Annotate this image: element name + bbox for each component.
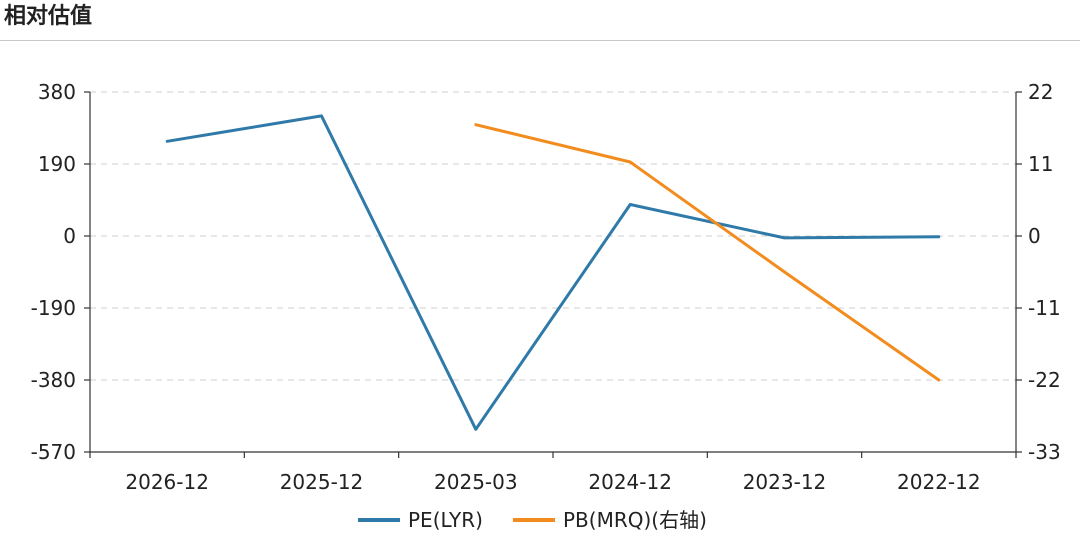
series-line (165, 114, 941, 431)
left-axis-ticks: 380 190 0 -190 -380 -570 (31, 80, 90, 464)
right-tick-label: -22 (1028, 368, 1061, 392)
left-tick-label: -190 (31, 296, 76, 320)
left-tick-label: -570 (31, 440, 76, 464)
right-axis-ticks: 22 11 0 -11 -22 -33 (1016, 80, 1061, 464)
header-bar: 相对估值 (0, 0, 1080, 41)
x-axis-ticks: 2026-12 2025-12 2025-03 2024-12 2023-12 2022-… (89, 452, 1017, 494)
right-tick-label: -33 (1028, 440, 1061, 464)
chart-title: 相对估值 (4, 4, 93, 29)
x-tick-label: 2025-12 (280, 470, 364, 494)
x-tick-label: 2024-12 (588, 470, 672, 494)
legend: PE(LYR) PB(MRQ)(右轴) (358, 508, 707, 532)
left-tick-label: 0 (63, 224, 76, 248)
legend-label: PE(LYR) (408, 508, 483, 532)
x-tick-label: 2026-12 (125, 470, 209, 494)
left-tick-label: 380 (38, 80, 76, 104)
axes (89, 92, 1017, 453)
right-tick-label: 11 (1028, 152, 1053, 176)
x-tick-label: 2025-03 (434, 470, 518, 494)
right-tick-label: -11 (1028, 296, 1061, 320)
left-tick-label: 190 (38, 152, 76, 176)
legend-label: PB(MRQ)(右轴) (563, 508, 707, 532)
x-tick-label: 2022-12 (897, 470, 981, 494)
right-tick-label: 0 (1028, 224, 1041, 248)
left-tick-label: -380 (31, 368, 76, 392)
right-tick-label: 22 (1028, 80, 1053, 104)
x-tick-label: 2023-12 (743, 470, 827, 494)
series-line (474, 123, 941, 382)
series-lines (165, 114, 941, 431)
